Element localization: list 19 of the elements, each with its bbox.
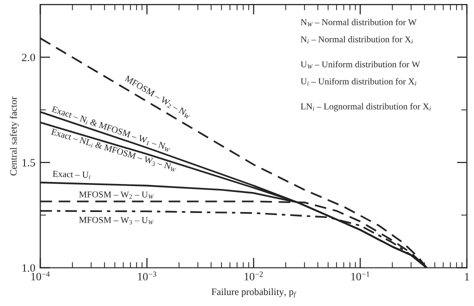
x-axis-title: Failure probability, p$_{f}$ [212,288,296,298]
y-axis-title: Central safety factor [10,96,19,176]
annotation: N$_{W}$ – Normal distribution for W [300,18,417,26]
x-tick-label: 1 [465,272,469,280]
annotation: U$_{i}$ – Uniform distribution for X$_{i}$ [300,78,416,86]
y-tick-label: 1.5 [22,159,35,166]
series-label: Exact – U$_{i}$ [52,170,90,180]
text: MFOSM – W$_{2}$ – N$_{W}$ [124,75,192,120]
x-tick-label: 10$^{−4}$ [31,272,50,280]
annotation: N$_{i}$ – Normal distribution for X$_{i}$ [300,36,413,44]
annotation: LN$_{i}$ – Lognormal distribution for X$_{i}$ [300,103,431,112]
x-tick-label: 10$^{−1}$ [351,272,370,280]
series-label: MFOSM – W$_{2}$ – U$_{W}$ [79,191,154,199]
y-tick-label: 2.0 [22,54,36,62]
annotation: U$_{W}$ – Uniform distribution for W [300,60,420,69]
series-label: MFOSM – W$_{3}$ – U$_{W}$ [79,216,154,224]
y-tick-label: 1.0 [22,264,36,272]
x-tick-label: 10$^{−2}$ [244,272,263,280]
x-tick-label: 10$^{−3}$ [138,272,156,280]
